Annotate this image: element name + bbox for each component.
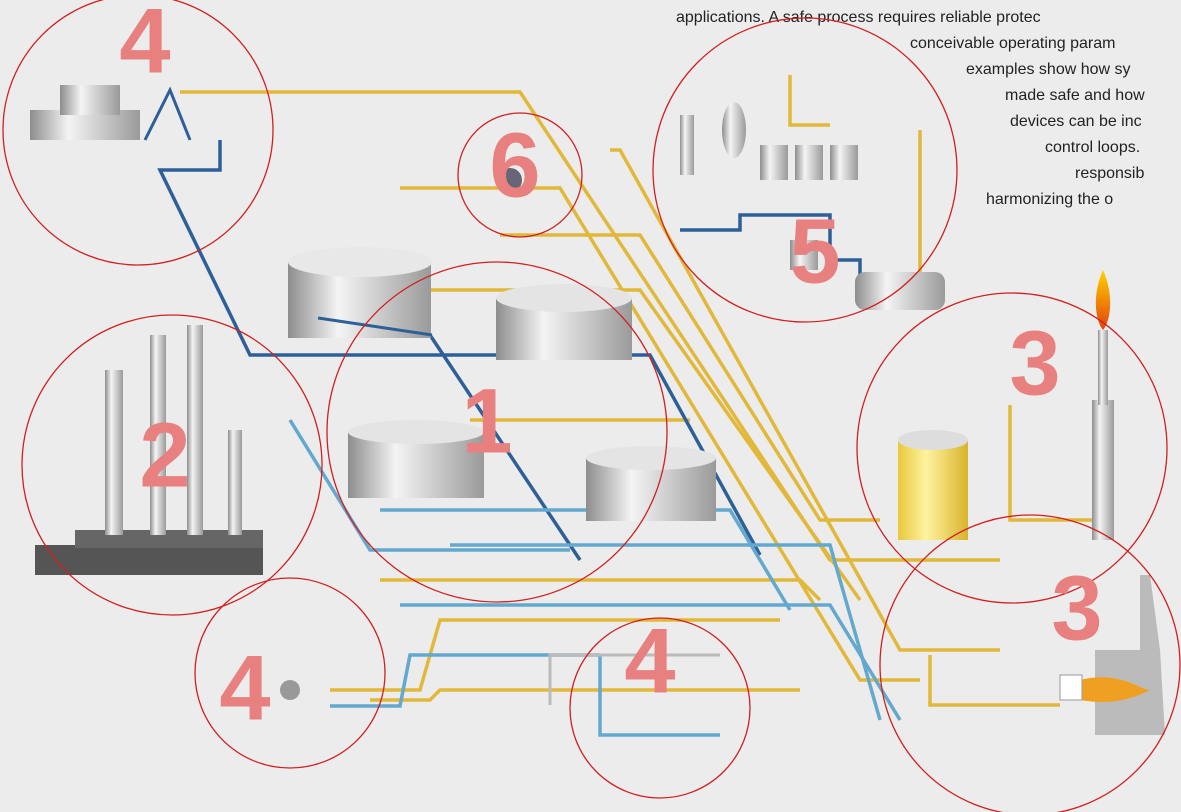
tanker [60, 85, 120, 115]
drum [855, 272, 945, 310]
process-diagram: applications. A safe process requires re… [0, 0, 1181, 812]
tank [760, 145, 788, 180]
column [680, 115, 694, 175]
tank [795, 145, 823, 180]
intro-line: control loops. [1045, 139, 1140, 156]
intro-text: applications. A safe process requires re… [676, 9, 1145, 208]
intro-line: applications. A safe process requires re… [676, 9, 1041, 26]
loading-arm [145, 90, 190, 140]
flare-stack [1092, 400, 1114, 540]
zone-label: 3 [1009, 312, 1060, 414]
zone-label: 3 [1051, 557, 1102, 659]
zone-label: 6 [489, 114, 540, 216]
zone-label: 1 [461, 370, 512, 472]
column [228, 430, 242, 535]
burner [1060, 675, 1082, 700]
pump [280, 680, 300, 700]
equipment [30, 85, 1165, 735]
separator [722, 102, 746, 158]
vessel [898, 440, 968, 540]
intro-line: conceivable operating param [910, 35, 1115, 52]
furnace [1095, 575, 1165, 735]
tank-top [586, 446, 716, 470]
zone-label: 2 [139, 404, 190, 506]
flare-stack [1098, 330, 1108, 405]
column [105, 370, 123, 535]
intro-line: devices can be inc [1010, 113, 1142, 130]
tank [830, 145, 858, 180]
vessel-top [898, 430, 968, 450]
intro-line: responsib [1075, 165, 1144, 182]
zone-label: 4 [119, 0, 170, 92]
intro-line: made safe and how [1005, 87, 1145, 104]
base [35, 545, 263, 575]
zone-label: 4 [219, 637, 270, 739]
intro-line: harmonizing the o [986, 191, 1113, 208]
flame [1096, 270, 1110, 330]
tank-top [496, 284, 632, 312]
zone-label: 4 [624, 610, 675, 712]
zone-label: 5 [789, 200, 840, 302]
tank-top [288, 247, 432, 277]
intro-line: examples show how sy [966, 61, 1131, 78]
